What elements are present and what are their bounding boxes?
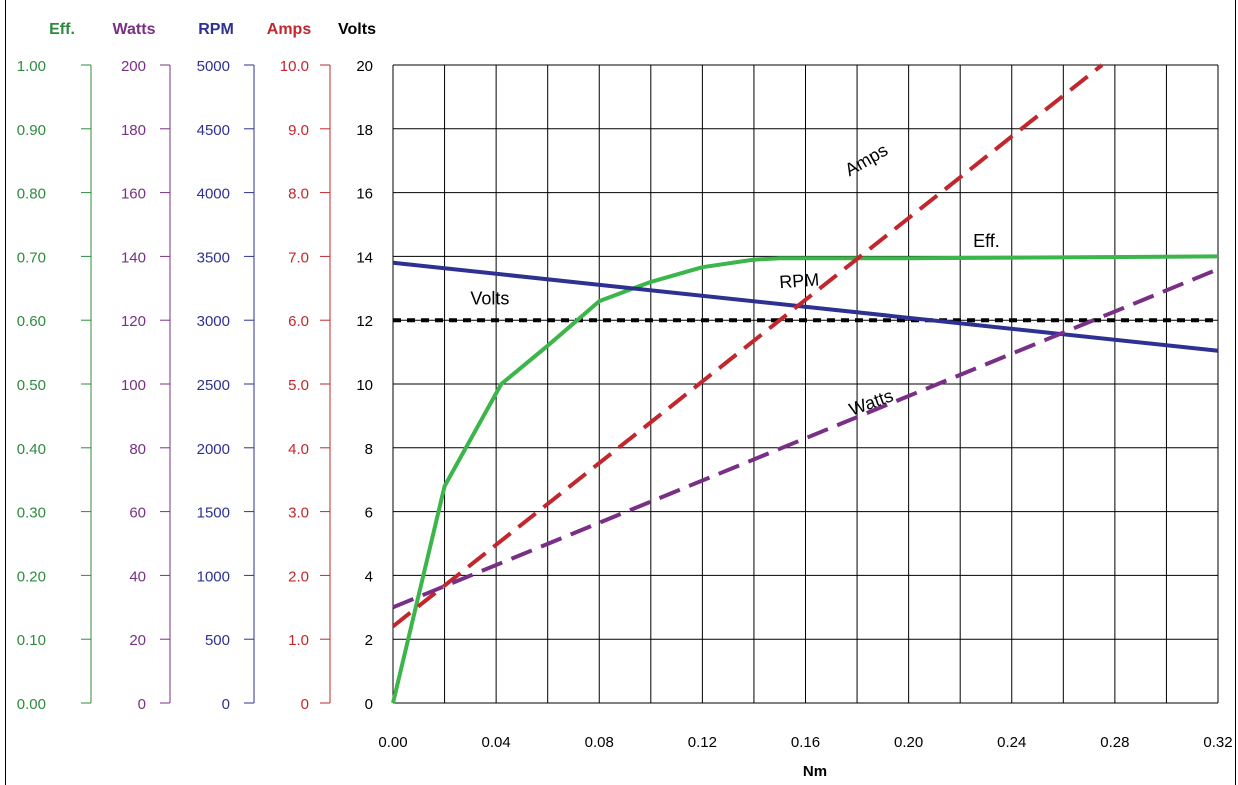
x-tick-label: 0.20 [894,734,923,751]
axis-tick-label: 160 [121,186,146,203]
axis-tick-label: 0.60 [17,313,46,330]
axis-tick-label: 2.0 [288,568,309,585]
plot-grid [392,64,1219,704]
x-tick-label: 0.00 [378,734,407,751]
x-axis: 0.00 0.04 0.08 0.12 0.16 0.20 0.24 0.28 0.32 [378,734,1232,751]
series-line-rpm [392,260,1219,353]
axis-tick-label: 8 [365,441,373,458]
series-line-eff [391,254,1219,704]
series-line-amps [391,63,1104,628]
axis-tick-label: 6 [365,505,373,522]
axis-tick-label: 140 [121,249,146,266]
axis-tick-label: 20 [129,632,146,649]
axis-tick-label: 0.70 [17,249,46,266]
axis-eff: Eff. 0.00 0.10 0.20 0.30 0.40 0.50 0.60 0.70 0.80… [17,21,92,713]
axis-tick-label: 180 [121,122,146,139]
axis-tick-label: 4 [365,568,373,585]
x-tick-label: 0.12 [688,734,717,751]
axis-title: Volts [338,21,376,38]
axis-tick-label: 9.0 [288,122,309,139]
axis-tick-label: 120 [121,313,146,330]
axis-tick-label: 5000 [197,58,230,75]
axis-tick-label: 3500 [197,249,230,266]
axis-tick-label: 0.10 [17,632,46,649]
axis-tick-label: 8.0 [288,186,309,203]
axis-tick-label: 18 [356,122,373,139]
axis-tick-label: 0 [138,696,146,713]
axis-tick-label: 6.0 [288,313,309,330]
x-tick-label: 0.32 [1203,734,1232,751]
axis-title: Eff. [49,21,75,38]
axis-tick-label: 3000 [197,313,230,330]
series-lines [391,63,1219,704]
axis-tick-label: 4000 [197,186,230,203]
axis-tick-label: 16 [356,186,373,203]
x-axis-title: Nm [803,763,827,780]
axis-tick-label: 0 [301,696,309,713]
annotation-watts: Watts [846,385,895,419]
axis-tick-label: 4.0 [288,441,309,458]
axis-tick-label: 40 [129,568,146,585]
axis-title: Watts [113,21,156,38]
axis-title: RPM [198,21,234,38]
axis-tick-label: 20 [356,58,373,75]
axis-tick-label: 7.0 [288,249,309,266]
axis-tick-label: 0.50 [17,377,46,394]
x-tick-label: 0.24 [997,734,1026,751]
axis-tick-label: 10 [356,377,373,394]
x-tick-label: 0.16 [791,734,820,751]
axis-tick-label: 2000 [197,441,230,458]
annotation-eff: Eff. [973,231,1000,251]
axis-tick-label: 4500 [197,122,230,139]
axis-tick-label: 3.0 [288,505,309,522]
side-axes: Eff. 0.00 0.10 0.20 0.30 0.40 0.50 0.60 0.70 0.80… [17,21,376,713]
axis-tick-label: 200 [121,58,146,75]
axis-tick-label: 2500 [197,377,230,394]
axis-tick-label: 0.40 [17,441,46,458]
axis-tick-label: 60 [129,505,146,522]
annotation-rpm: RPM [779,270,820,293]
axis-amps: Amps 0 1.0 2.0 3.0 4.0 5.0 6.0 7.0 8.0 9.0 10.0 [267,21,331,713]
axis-tick-label: 0 [222,696,230,713]
x-tick-label: 0.28 [1100,734,1129,751]
axis-tick-label: 10.0 [280,58,309,75]
axis-tick-label: 500 [205,632,230,649]
axis-watts: Watts 0 20 40 60 80 100 120 140 160 180 200 [113,21,171,713]
axis-tick-label: 2 [365,632,373,649]
annotation-volts: Volts [470,288,509,308]
axis-tick-label: 5.0 [288,377,309,394]
axis-tick-label: 0.90 [17,122,46,139]
axis-tick-label: 0.80 [17,186,46,203]
axis-title: Amps [267,21,312,38]
axis-tick-label: 100 [121,377,146,394]
axis-tick-label: 0.30 [17,505,46,522]
axis-rpm: RPM 0 500 1000 1500 2000 2500 3000 3500 4000 4500 5… [197,21,255,713]
series-line-watts [392,267,1219,610]
x-tick-label: 0.04 [482,734,511,751]
x-tick-label: 0.08 [585,734,614,751]
axis-tick-label: 0 [365,696,373,713]
axis-tick-label: 14 [356,249,373,266]
axis-volts: Volts 0 2 4 6 8 10 12 14 16 18 20 [338,21,376,713]
axis-tick-label: 0.20 [17,568,46,585]
axis-tick-label: 1500 [197,505,230,522]
axis-tick-label: 12 [356,313,373,330]
axis-tick-label: 80 [129,441,146,458]
axis-tick-label: 1.0 [288,632,309,649]
axis-tick-label: 0.00 [17,696,46,713]
axis-tick-label: 1.00 [17,58,46,75]
annotation-amps: Amps [841,140,891,180]
axis-tick-label: 1000 [197,568,230,585]
